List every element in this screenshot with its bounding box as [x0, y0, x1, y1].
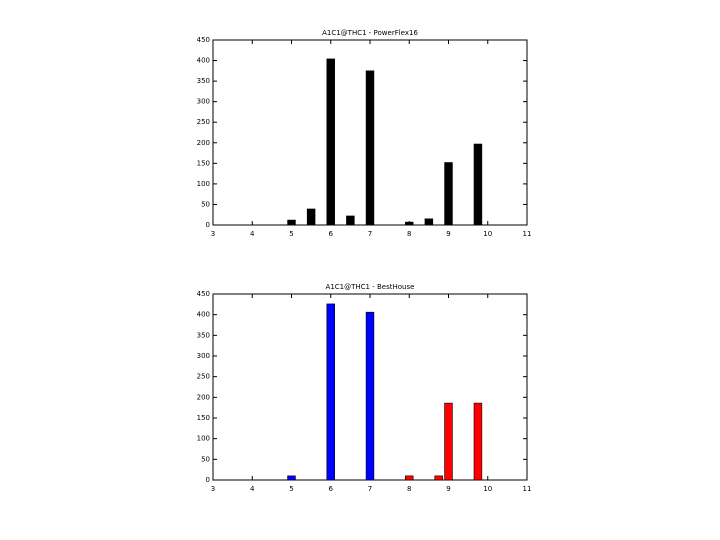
x-tick-label: 5 — [289, 485, 293, 493]
y-tick-label: 250 — [197, 118, 210, 126]
y-tick-label: 400 — [197, 311, 210, 319]
bar — [444, 402, 453, 481]
chart-title: A1C1@THC1 - PowerFlex16 — [322, 29, 418, 37]
y-tick-label: 200 — [197, 139, 210, 147]
bar — [473, 402, 483, 481]
x-tick-label: 7 — [368, 485, 372, 493]
x-tick-label: 3 — [211, 485, 215, 493]
y-tick-label: 0 — [206, 221, 210, 229]
bar — [405, 221, 414, 226]
y-tick-label: 150 — [197, 414, 210, 422]
bar — [287, 219, 296, 226]
y-tick-label: 150 — [197, 159, 210, 167]
bar — [306, 208, 316, 226]
y-tick-label: 200 — [197, 393, 210, 401]
y-tick-label: 450 — [197, 290, 210, 298]
y-tick-label: 100 — [197, 180, 210, 188]
y-tick-label: 350 — [197, 331, 210, 339]
bar — [346, 215, 355, 226]
x-tick-label: 7 — [368, 230, 372, 238]
bar — [326, 58, 335, 226]
bar — [287, 475, 296, 481]
bar — [434, 475, 443, 481]
bar — [444, 162, 453, 226]
x-tick-label: 11 — [523, 230, 532, 238]
x-tick-label: 11 — [523, 485, 532, 493]
y-tick-label: 300 — [197, 352, 210, 360]
x-tick-label: 9 — [446, 230, 450, 238]
chart-title: A1C1@THC1 - BestHouse — [326, 283, 415, 291]
x-tick-label: 4 — [250, 230, 255, 238]
y-tick-label: 300 — [197, 98, 210, 106]
bar — [424, 218, 434, 226]
bar — [365, 311, 375, 481]
y-tick-label: 50 — [201, 455, 210, 463]
bar — [473, 143, 483, 226]
y-tick-label: 450 — [197, 36, 210, 44]
y-tick-label: 50 — [201, 200, 210, 208]
y-tick-label: 400 — [197, 57, 210, 65]
x-tick-label: 6 — [329, 230, 334, 238]
x-tick-label: 8 — [407, 230, 411, 238]
x-tick-label: 6 — [329, 485, 334, 493]
bar — [326, 303, 335, 481]
x-tick-label: 3 — [211, 230, 215, 238]
x-tick-label: 4 — [250, 485, 255, 493]
x-tick-label: 10 — [483, 230, 492, 238]
y-tick-label: 100 — [197, 435, 210, 443]
y-tick-label: 0 — [206, 476, 210, 484]
bar — [405, 475, 414, 481]
x-tick-label: 9 — [446, 485, 450, 493]
y-tick-label: 350 — [197, 77, 210, 85]
bar — [365, 70, 375, 226]
x-tick-label: 8 — [407, 485, 411, 493]
x-tick-label: 5 — [289, 230, 293, 238]
y-tick-label: 250 — [197, 373, 210, 381]
x-tick-label: 10 — [483, 485, 492, 493]
